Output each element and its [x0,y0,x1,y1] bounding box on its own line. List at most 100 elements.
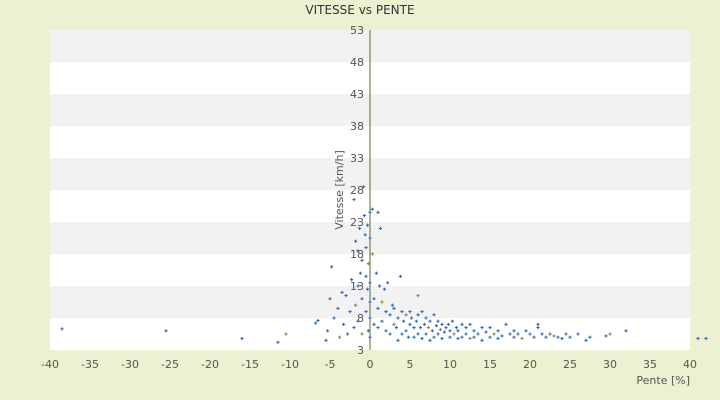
data-point [368,281,372,285]
data-point [432,313,436,317]
x-tick-label: -25 [161,358,179,371]
data-point [366,287,370,291]
data-point [376,326,380,330]
data-point [416,294,420,298]
data-point [368,300,372,304]
data-point [400,332,404,336]
data-point [524,329,528,333]
data-point [444,326,448,330]
data-point [412,335,416,339]
data-point [548,332,552,336]
y-tick-label: 18 [350,248,364,261]
y-tick-label: 3 [357,344,364,357]
data-point [604,334,608,338]
data-point [348,310,352,314]
data-point [374,271,378,275]
data-point [428,338,432,342]
y-tick-label: 33 [350,152,364,165]
data-point [358,226,362,230]
data-point [372,297,376,301]
data-points [60,185,708,344]
x-tick-label: -35 [81,358,99,371]
data-point [366,223,370,227]
x-tick-label: 0 [367,358,374,371]
data-point [368,236,372,240]
x-axis-title: Pente [%] [636,374,690,387]
data-point [556,335,560,339]
data-point [360,258,364,262]
data-point [378,226,382,230]
x-tick-label: 35 [643,358,657,371]
data-point [426,326,430,330]
x-tick-label: 25 [563,358,577,371]
data-point [342,322,346,326]
data-point [432,335,436,339]
data-point [406,335,410,339]
x-tick-label: -15 [241,358,259,371]
y-tick-label: 28 [350,184,364,197]
data-point [392,322,396,326]
data-point [418,326,422,330]
data-point [360,297,364,301]
data-point [388,313,392,317]
x-tick-label: 40 [683,358,697,371]
data-point [346,332,350,336]
data-point [422,322,426,326]
data-point [472,329,476,333]
data-point [352,326,356,330]
data-point [330,265,334,269]
data-point [472,335,476,339]
data-point [396,338,400,342]
data-point [370,207,374,211]
data-point [448,329,452,333]
data-point [576,332,580,336]
data-point [456,329,460,333]
data-point [696,336,700,341]
data-point [368,335,372,339]
x-tick-label: 5 [407,358,414,371]
data-point [488,335,492,339]
data-point [354,303,358,307]
data-point [356,319,360,323]
data-point [420,310,424,314]
data-point [456,336,460,341]
y-tick-label: 53 [350,24,364,37]
data-point [402,319,406,323]
data-point [316,318,320,323]
data-point [362,185,366,189]
data-point [370,252,374,256]
data-point [588,335,592,339]
data-point [378,284,382,288]
data-point [336,306,340,310]
data-point [536,326,540,330]
data-point [386,281,390,285]
data-point [366,262,370,266]
data-point [340,290,344,294]
data-point [488,326,492,330]
data-point [440,322,444,326]
data-point [396,316,400,320]
x-tick-label: -10 [281,358,299,371]
data-point [540,332,544,336]
data-point [442,330,446,334]
data-point [436,319,440,323]
y-axis-title: Vitesse [km/h] [333,150,346,230]
data-point [468,336,472,341]
data-point [552,334,556,338]
data-point [416,332,420,336]
x-tick-label: -5 [325,358,336,371]
data-point [464,326,468,330]
data-point [424,332,428,336]
data-point [512,329,516,333]
data-point [512,335,516,339]
data-point [608,332,612,336]
data-point [492,332,496,336]
data-point [484,330,488,334]
data-point [284,332,288,336]
data-point [496,336,500,341]
data-point [350,278,354,282]
data-point [408,322,412,326]
y-tick-label: 48 [350,56,364,69]
